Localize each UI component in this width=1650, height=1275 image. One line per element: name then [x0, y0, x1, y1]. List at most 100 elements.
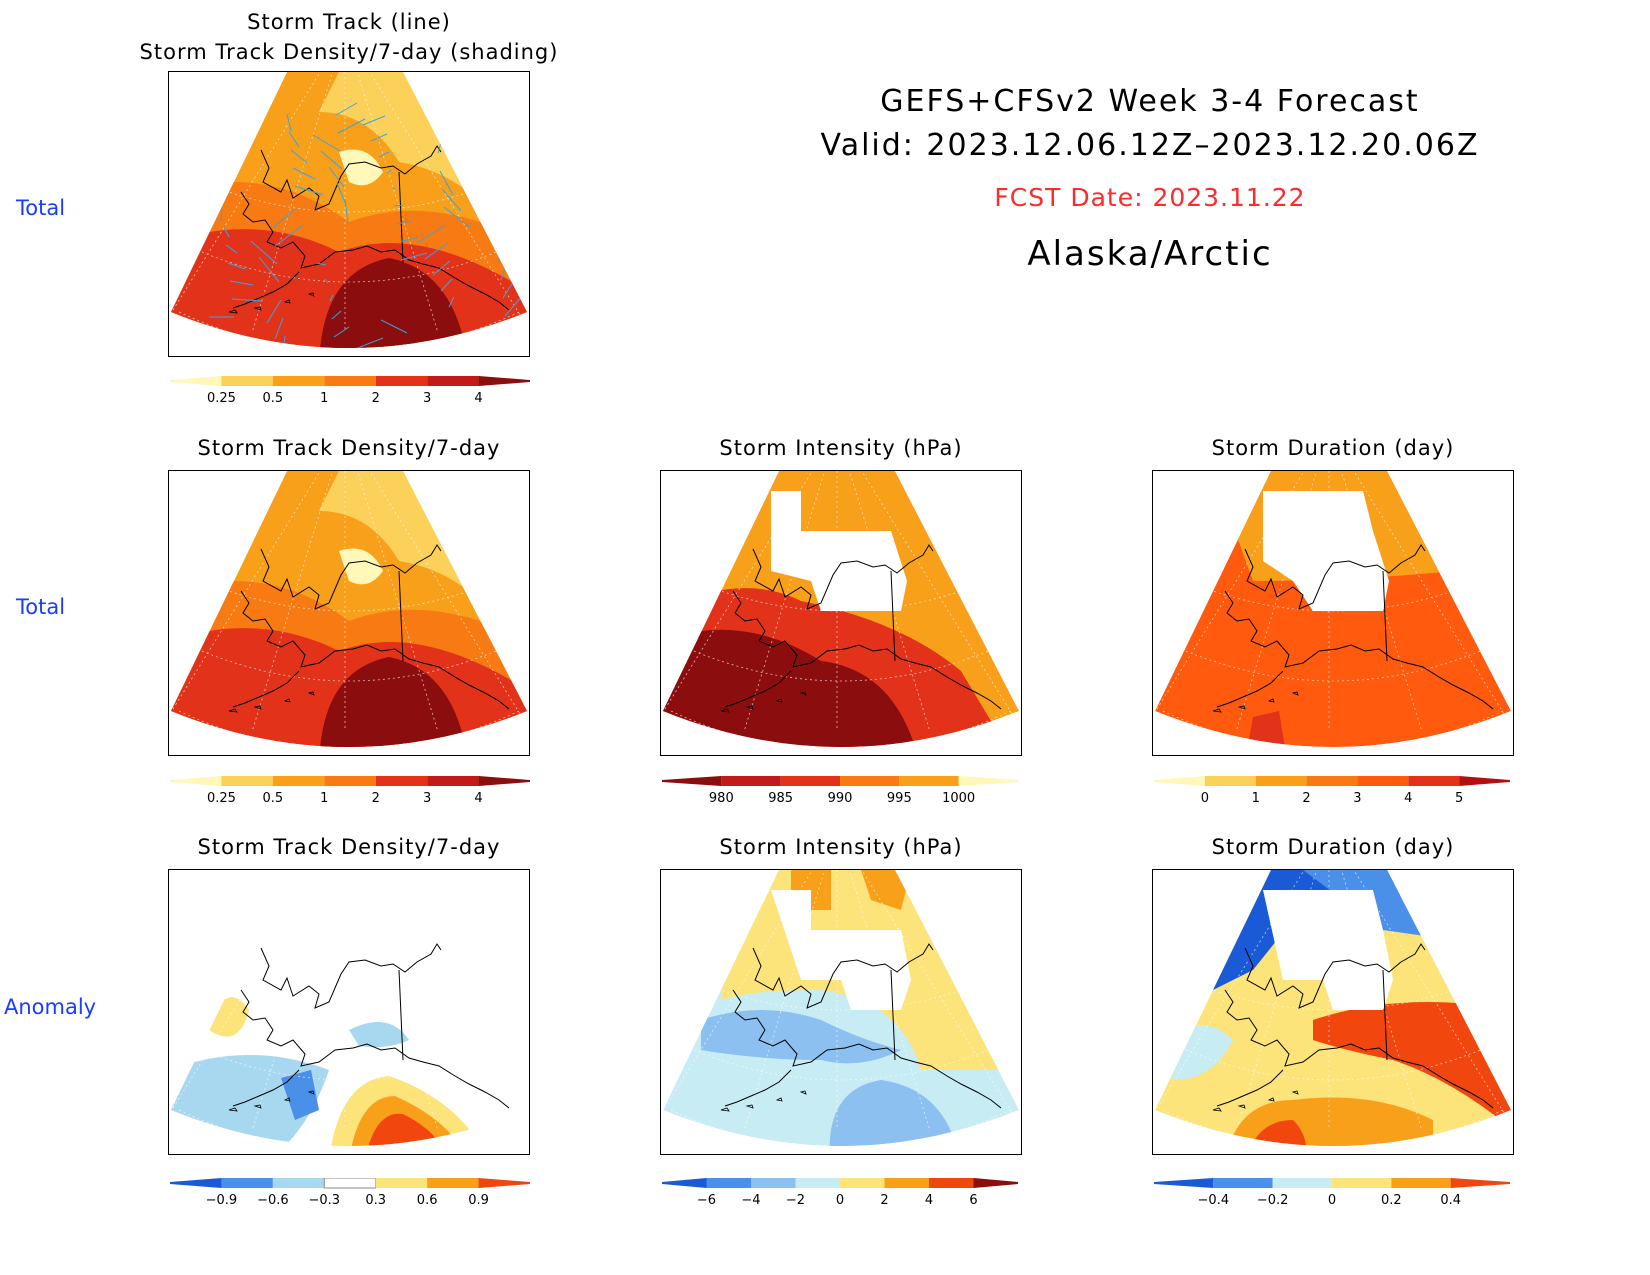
colorbar-tick-label: 4	[474, 391, 482, 406]
colorbar-tick-label: 0	[1201, 791, 1209, 806]
colorbar-swatch	[1213, 1178, 1273, 1188]
colorbar-tick-label: 3	[423, 391, 431, 406]
colorbar-duration: 0 1 2 3 4 5	[1144, 776, 1520, 806]
colorbar-swatch	[272, 376, 325, 386]
colorbar-swatch	[478, 776, 530, 786]
colorbar-tick-label: 0.5	[263, 791, 284, 806]
colorbar-swatch	[375, 376, 428, 386]
colorbar-tick-label: 1	[320, 791, 328, 806]
colorbar-swatch	[1204, 776, 1256, 786]
colorbar-density-anomaly: −0.9 −0.6 −0.3 0.3 0.6 0.9	[160, 1177, 540, 1208]
colorbar-tick-label: 0	[1328, 1193, 1336, 1208]
colorbar-tick-label: 0.3	[365, 1193, 386, 1208]
panel3-title: Storm Intensity (hPa)	[719, 436, 963, 460]
colorbar-swatch	[170, 376, 222, 386]
colorbar-swatch	[929, 1178, 974, 1188]
colorbar-tick-label: 0	[836, 1193, 844, 1208]
p3-map-svg	[661, 471, 1021, 752]
region-name: Alaska/Arctic	[1027, 234, 1273, 274]
colorbar-swatch	[706, 1178, 751, 1188]
colorbar-tick-label: −6	[697, 1193, 716, 1208]
colorbar-swatch	[721, 776, 781, 786]
colorbar-swatch	[662, 776, 722, 786]
colorbar-tick-label: 0.5	[263, 391, 284, 406]
colorbar-swatch	[662, 1178, 707, 1188]
row-label-total-2: Total	[16, 595, 66, 619]
colorbar-swatch	[323, 1177, 377, 1189]
colorbar-intensity: 980 985 990 995 1000	[652, 776, 1028, 806]
colorbar-tick-label: 0.6	[417, 1193, 438, 1208]
map-panel-intensity	[660, 470, 1022, 756]
colorbar-tick-label: −0.9	[206, 1193, 238, 1208]
colorbar-tick-label: 6	[969, 1193, 977, 1208]
colorbar-tick-label: 4	[925, 1193, 933, 1208]
colorbar-swatch	[170, 1178, 222, 1188]
colorbar-swatch	[840, 776, 900, 786]
p2-map-svg	[169, 471, 529, 752]
colorbar-tick-label: 4	[474, 791, 482, 806]
map-panel-duration	[1152, 470, 1514, 756]
colorbar-swatch	[1154, 1178, 1214, 1188]
panel6-title: Storm Intensity (hPa)	[719, 835, 963, 859]
colorbar-tick-label: −0.6	[257, 1193, 289, 1208]
row-label-anomaly: Anomaly	[4, 995, 97, 1019]
colorbar-tick-label: 0.4	[1440, 1193, 1461, 1208]
colorbar-tick-label: 0.25	[207, 791, 236, 806]
colorbar-tick-label: 2	[880, 1193, 888, 1208]
colorbar-swatch	[427, 1178, 479, 1188]
p1-map-svg	[169, 72, 529, 353]
colorbar-tick-label: 3	[1353, 791, 1361, 806]
colorbar-tick-label: 3	[423, 791, 431, 806]
colorbar-swatch	[973, 1178, 1018, 1188]
colorbar-density-2: 0.25 0.5 1 2 3 4	[160, 776, 540, 806]
colorbar-tick-label: 2	[372, 791, 380, 806]
colorbar-swatch	[478, 1178, 530, 1188]
colorbar-swatch	[1306, 776, 1358, 786]
colorbar-tick-label: 1	[1252, 791, 1260, 806]
colorbar-swatch	[375, 1178, 428, 1188]
colorbar-tick-label: −0.3	[308, 1193, 340, 1208]
colorbar-tick-label: −2	[786, 1193, 805, 1208]
colorbar-tick-label: 1000	[942, 791, 975, 806]
colorbar-swatch	[840, 1178, 885, 1188]
valid-range: Valid: 2023.12.06.12Z–2023.12.20.06Z	[820, 128, 1480, 163]
colorbar-tick-label: −0.2	[1257, 1193, 1289, 1208]
colorbar-swatch	[780, 776, 840, 786]
colorbar-tick-label: 2	[1302, 791, 1310, 806]
colorbar-duration-anomaly: −0.4 −0.2 0 0.2 0.4	[1144, 1178, 1520, 1208]
colorbar-swatch	[221, 776, 273, 786]
p6-map-svg	[661, 870, 1021, 1151]
colorbar-swatch	[1255, 776, 1307, 786]
colorbar-tick-label: 990	[828, 791, 853, 806]
forecast-title: GEFS+CFSv2 Week 3-4 Forecast	[880, 84, 1420, 119]
colorbar-tick-label: 0.2	[1381, 1193, 1402, 1208]
map-panel-density	[168, 470, 530, 756]
colorbar-tick-label: 1	[320, 391, 328, 406]
colorbar-swatch	[427, 376, 479, 386]
colorbar-swatch	[221, 1178, 273, 1188]
colorbar-swatch	[1391, 1178, 1451, 1188]
panel1-title-line2: Storm Track Density/7-day (shading)	[139, 40, 559, 64]
colorbar-swatch	[427, 776, 479, 786]
colorbar-swatch	[324, 376, 376, 386]
colorbar-swatch	[1272, 1178, 1332, 1188]
colorbar-tick-label: 985	[768, 791, 793, 806]
colorbar-swatch	[1332, 1178, 1392, 1188]
colorbar-tick-label: −4	[741, 1193, 760, 1208]
map-panel-duration-anomaly	[1152, 869, 1514, 1155]
colorbar-tick-label: 5	[1455, 791, 1463, 806]
colorbar-swatch	[272, 776, 325, 786]
map-panel-density-anomaly	[168, 869, 530, 1155]
colorbar-swatch	[1154, 776, 1205, 786]
colorbar-swatch	[221, 376, 273, 386]
colorbar-tick-label: 0.9	[468, 1193, 489, 1208]
forecast-date: FCST Date: 2023.11.22	[994, 183, 1306, 212]
panel1-title-line1: Storm Track (line)	[247, 10, 451, 34]
map-panel-intensity-anomaly	[660, 869, 1022, 1155]
map-panel-storm-track	[168, 71, 530, 357]
colorbar-swatch	[751, 1178, 796, 1188]
panel4-title: Storm Duration (day)	[1211, 436, 1455, 460]
colorbar-swatch	[1459, 776, 1510, 786]
colorbar-swatch	[1450, 1178, 1510, 1188]
colorbar-swatch	[1408, 776, 1460, 786]
